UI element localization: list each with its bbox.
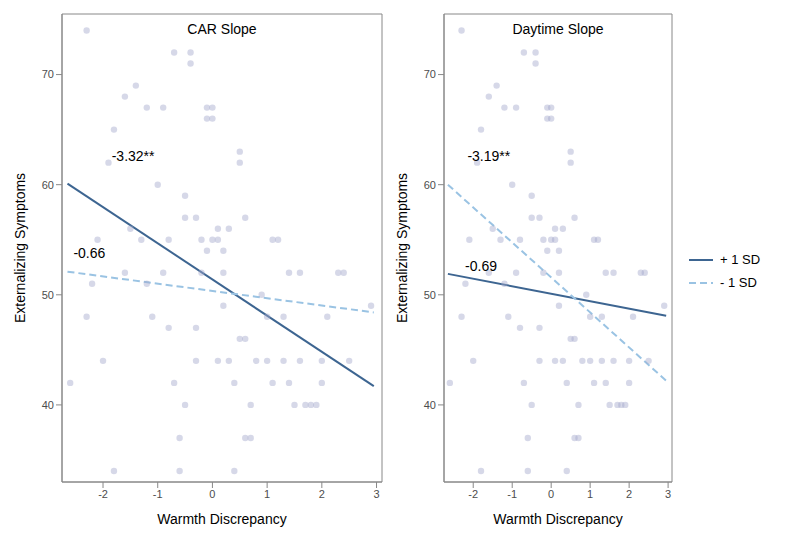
svg-text:60: 60 [424,179,436,191]
svg-text:50: 50 [42,289,54,301]
svg-text:-1: -1 [507,488,517,500]
svg-text:70: 70 [42,68,54,80]
svg-text:50: 50 [424,289,436,301]
svg-text:-3.32**: -3.32** [112,148,155,164]
svg-text:0: 0 [209,488,215,500]
svg-text:1: 1 [264,488,270,500]
svg-text:40: 40 [424,399,436,411]
svg-text:-1: -1 [153,488,163,500]
svg-text:-3.19**: -3.19** [467,148,510,164]
svg-text:2: 2 [626,488,632,500]
svg-text:1: 1 [587,488,593,500]
svg-text:-0.66: -0.66 [73,245,105,261]
svg-text:CAR Slope: CAR Slope [187,21,256,37]
svg-text:60: 60 [42,179,54,191]
svg-text:2: 2 [319,488,325,500]
svg-text:-2: -2 [468,488,478,500]
svg-text:0: 0 [548,488,554,500]
svg-text:-0.69: -0.69 [465,258,497,274]
svg-text:Warmth Discrepancy: Warmth Discrepancy [157,511,286,527]
html-text:- 1 SD: - 1 SD [720,275,757,290]
svg-text:Warmth Discrepancy: Warmth Discrepancy [493,511,622,527]
svg-text:70: 70 [424,68,436,80]
svg-text:Externalizing Symptoms: Externalizing Symptoms [394,173,410,323]
svg-text:40: 40 [42,399,54,411]
svg-text:3: 3 [665,488,671,500]
svg-text:Externalizing Symptoms: Externalizing Symptoms [12,173,28,323]
html-text:+ 1 SD: + 1 SD [720,252,761,267]
svg-text:-2: -2 [98,488,108,500]
svg-text:Daytime Slope: Daytime Slope [512,21,603,37]
svg-text:3: 3 [373,488,379,500]
